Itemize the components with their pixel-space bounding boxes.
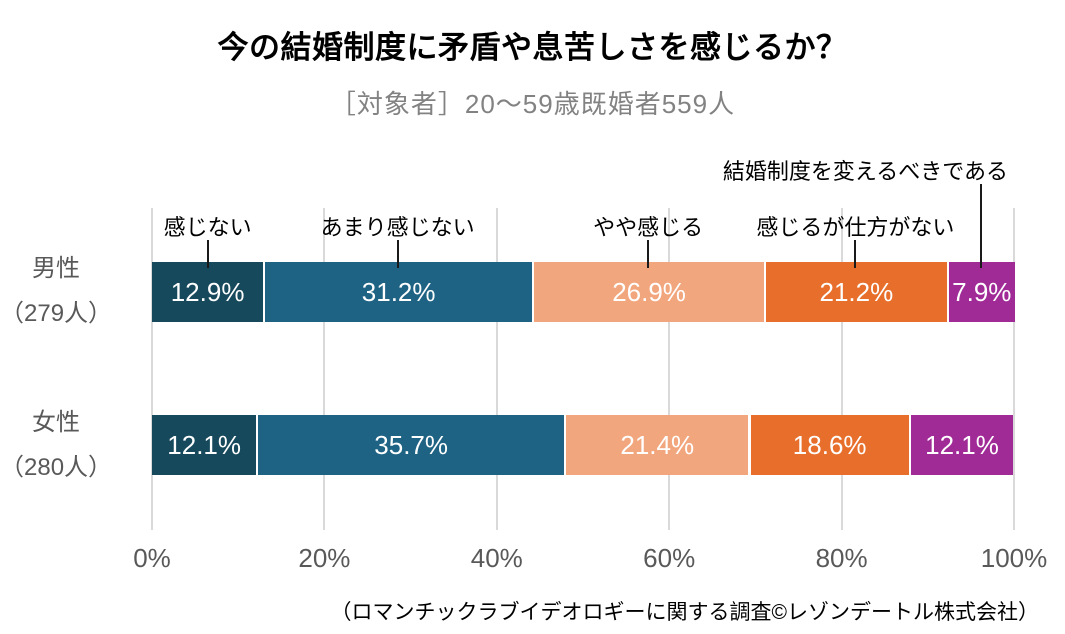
series-leader-line <box>854 240 857 268</box>
bar-segment-value: 21.4% <box>620 430 695 460</box>
row-label-name: 男性 <box>32 255 80 282</box>
x-tick-label: 80% <box>815 543 868 573</box>
gridline <box>1013 208 1015 530</box>
series-leader-line <box>647 240 650 268</box>
bar-segment: 21.4% <box>564 415 749 475</box>
bar-segment-value: 31.2% <box>361 277 436 307</box>
series-label: 感じるが仕方がない <box>756 215 955 240</box>
bar-segment-value: 12.1% <box>925 430 999 460</box>
row-label-name: 女性 <box>32 409 80 436</box>
series-label: 結婚制度を変えるべきである <box>722 159 1008 184</box>
row-label: 男性 （279人） <box>0 246 112 336</box>
bar-segment-value: 18.6% <box>792 430 867 460</box>
bar-segment: 12.9% <box>152 262 264 322</box>
gridline <box>495 208 498 530</box>
x-tick-label: 0% <box>133 543 171 573</box>
bar-segment-value: 21.2% <box>819 277 894 307</box>
bar-segment: 12.1% <box>908 415 1014 475</box>
chart-title: 今の結婚制度に矛盾や息苦しさを感じるか？ <box>217 30 848 65</box>
x-tick-label: 60% <box>643 543 696 573</box>
row-label: 女性 （280人） <box>0 400 112 490</box>
gridline <box>323 208 326 530</box>
bar-segment-value: 12.1% <box>167 430 242 460</box>
series-label: 感じない <box>163 215 252 240</box>
bar-segment: 21.2% <box>764 262 947 322</box>
row-label-count: （280人） <box>0 454 113 481</box>
series-leader-line <box>206 240 209 268</box>
gridline <box>840 208 843 530</box>
bar-segment: 31.2% <box>263 262 533 322</box>
chart-subtitle: ［対象者］20〜59歳既婚者559人 <box>329 89 736 119</box>
gridline <box>151 208 153 530</box>
x-tick-label: 100% <box>980 543 1048 573</box>
series-leader-line <box>979 184 982 268</box>
gridline <box>668 208 671 530</box>
bar-segment-value: 7.9% <box>952 277 1012 307</box>
series-label: あまり感じない <box>320 215 475 240</box>
bar-segment: 7.9% <box>946 262 1015 322</box>
bar-segment: 26.9% <box>532 262 765 322</box>
bar-segment-value: 35.7% <box>374 430 449 460</box>
bar-row: 12.1% 35.7% 21.4% 18.6% 12.1% <box>152 415 1018 475</box>
bar-segment: 18.6% <box>748 415 909 475</box>
row-label-count: （279人） <box>0 300 113 327</box>
bar-segment: 35.7% <box>256 415 565 475</box>
series-label: やや感じる <box>593 215 704 240</box>
bar-segment-value: 26.9% <box>612 277 686 307</box>
bar-row: 12.9% 31.2% 26.9% 21.2% 7.9% <box>152 262 1018 322</box>
x-tick-label: 40% <box>470 543 523 573</box>
x-tick-label: 20% <box>298 543 351 573</box>
series-leader-line <box>396 240 399 268</box>
source-note: （ロマンチックラブイデオロギーに関する調査©レゾンデートル株式会社） <box>330 601 1039 624</box>
bar-segment-value: 12.9% <box>170 277 245 307</box>
bar-segment: 12.1% <box>152 415 257 475</box>
